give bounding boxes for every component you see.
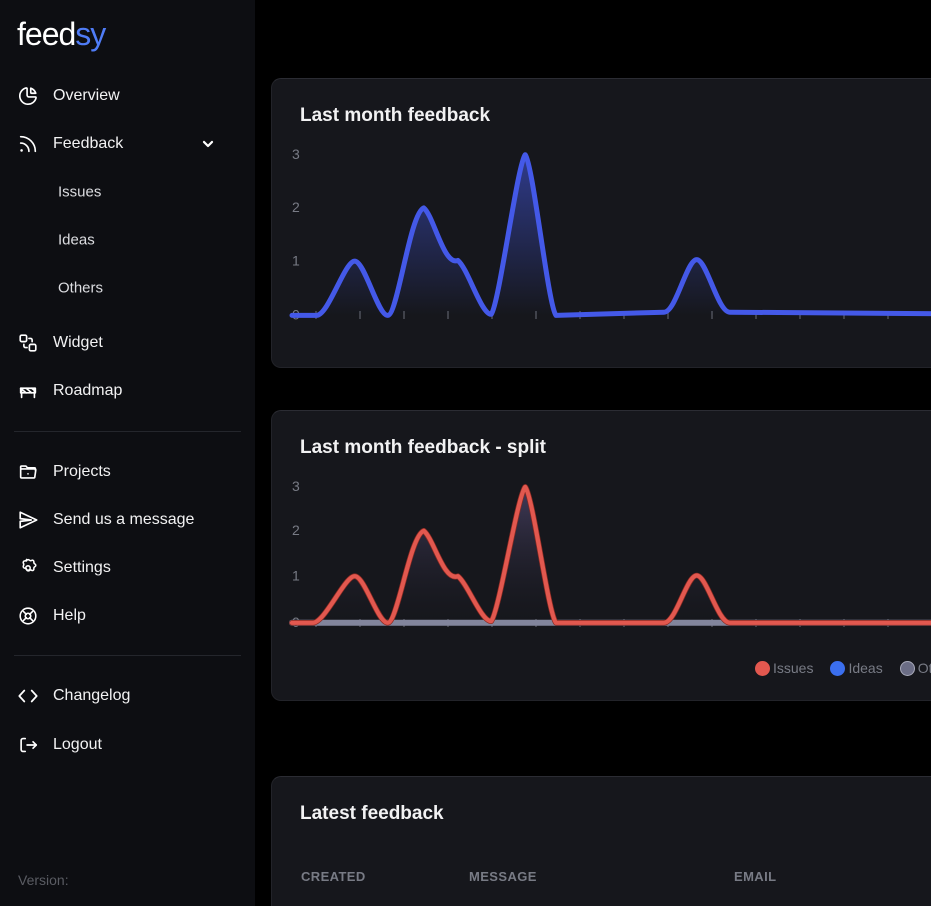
svg-text:3: 3 bbox=[292, 146, 300, 162]
svg-text:2: 2 bbox=[292, 199, 300, 215]
svg-text:1: 1 bbox=[292, 568, 300, 584]
svg-text:1: 1 bbox=[292, 253, 300, 269]
svg-text:3: 3 bbox=[292, 478, 300, 494]
svg-text:2: 2 bbox=[292, 522, 300, 538]
